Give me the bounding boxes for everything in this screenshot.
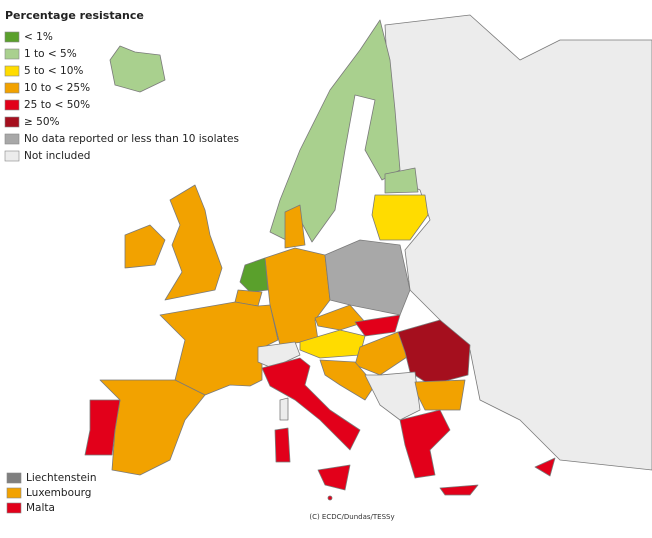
legend-swatch <box>4 99 20 111</box>
country-shape <box>399 409 451 479</box>
country-shape <box>371 194 429 241</box>
country-shape <box>364 371 421 421</box>
legend-swatch <box>6 472 22 484</box>
country-shape <box>269 19 401 243</box>
country-shape <box>124 224 166 269</box>
legend-label: < 1% <box>24 31 53 43</box>
legend-swatch <box>4 133 20 145</box>
legend-label: 25 to < 50% <box>24 99 90 111</box>
legend-label: Not included <box>24 150 90 162</box>
small-country-legend: Liechtenstein Luxembourg Malta <box>6 472 97 514</box>
legend-label: 10 to < 25% <box>24 82 90 94</box>
legend-swatch <box>4 82 20 94</box>
legend-label: Liechtenstein <box>26 472 97 484</box>
country-shape <box>239 257 269 293</box>
legend-label: 1 to < 5% <box>24 48 77 60</box>
country-shape <box>284 204 306 249</box>
legend-swatch <box>4 48 20 60</box>
legend-title: Percentage resistance <box>5 9 144 22</box>
legend-label: No data reported or less than 10 isolate… <box>24 133 239 145</box>
country-shape <box>414 379 466 411</box>
country-shapes <box>84 14 652 501</box>
country-shape <box>439 484 479 496</box>
legend-label: Luxembourg <box>26 487 91 499</box>
legend-label: ≥ 50% <box>24 116 59 128</box>
country-shape <box>317 464 351 491</box>
country-shape <box>384 167 419 194</box>
country-shape <box>84 399 121 456</box>
country-shape <box>397 319 471 386</box>
country-shape <box>274 427 291 463</box>
country-shape <box>324 239 411 316</box>
legend-swatch <box>4 150 20 162</box>
country-shape <box>109 45 166 93</box>
country-shape <box>327 495 333 501</box>
legend-swatch <box>6 487 22 499</box>
legend: Percentage resistance < 1% 1 to < 5% 5 to … <box>4 9 239 162</box>
legend-label: 5 to < 10% <box>24 65 83 77</box>
country-shape <box>354 331 411 376</box>
country-shape <box>164 184 223 301</box>
legend-label: Malta <box>26 502 55 514</box>
country-shape <box>319 359 376 401</box>
country-shape <box>314 304 366 331</box>
country-shape <box>534 457 556 477</box>
legend-swatch <box>6 502 22 514</box>
country-shape <box>261 357 361 451</box>
legend-swatch <box>4 65 20 77</box>
country-shape <box>354 314 401 337</box>
country-shape <box>279 397 289 421</box>
credit: (C) ECDC/Dundas/TESSy <box>309 513 394 521</box>
legend-swatch <box>4 31 20 43</box>
legend-swatch <box>4 116 20 128</box>
